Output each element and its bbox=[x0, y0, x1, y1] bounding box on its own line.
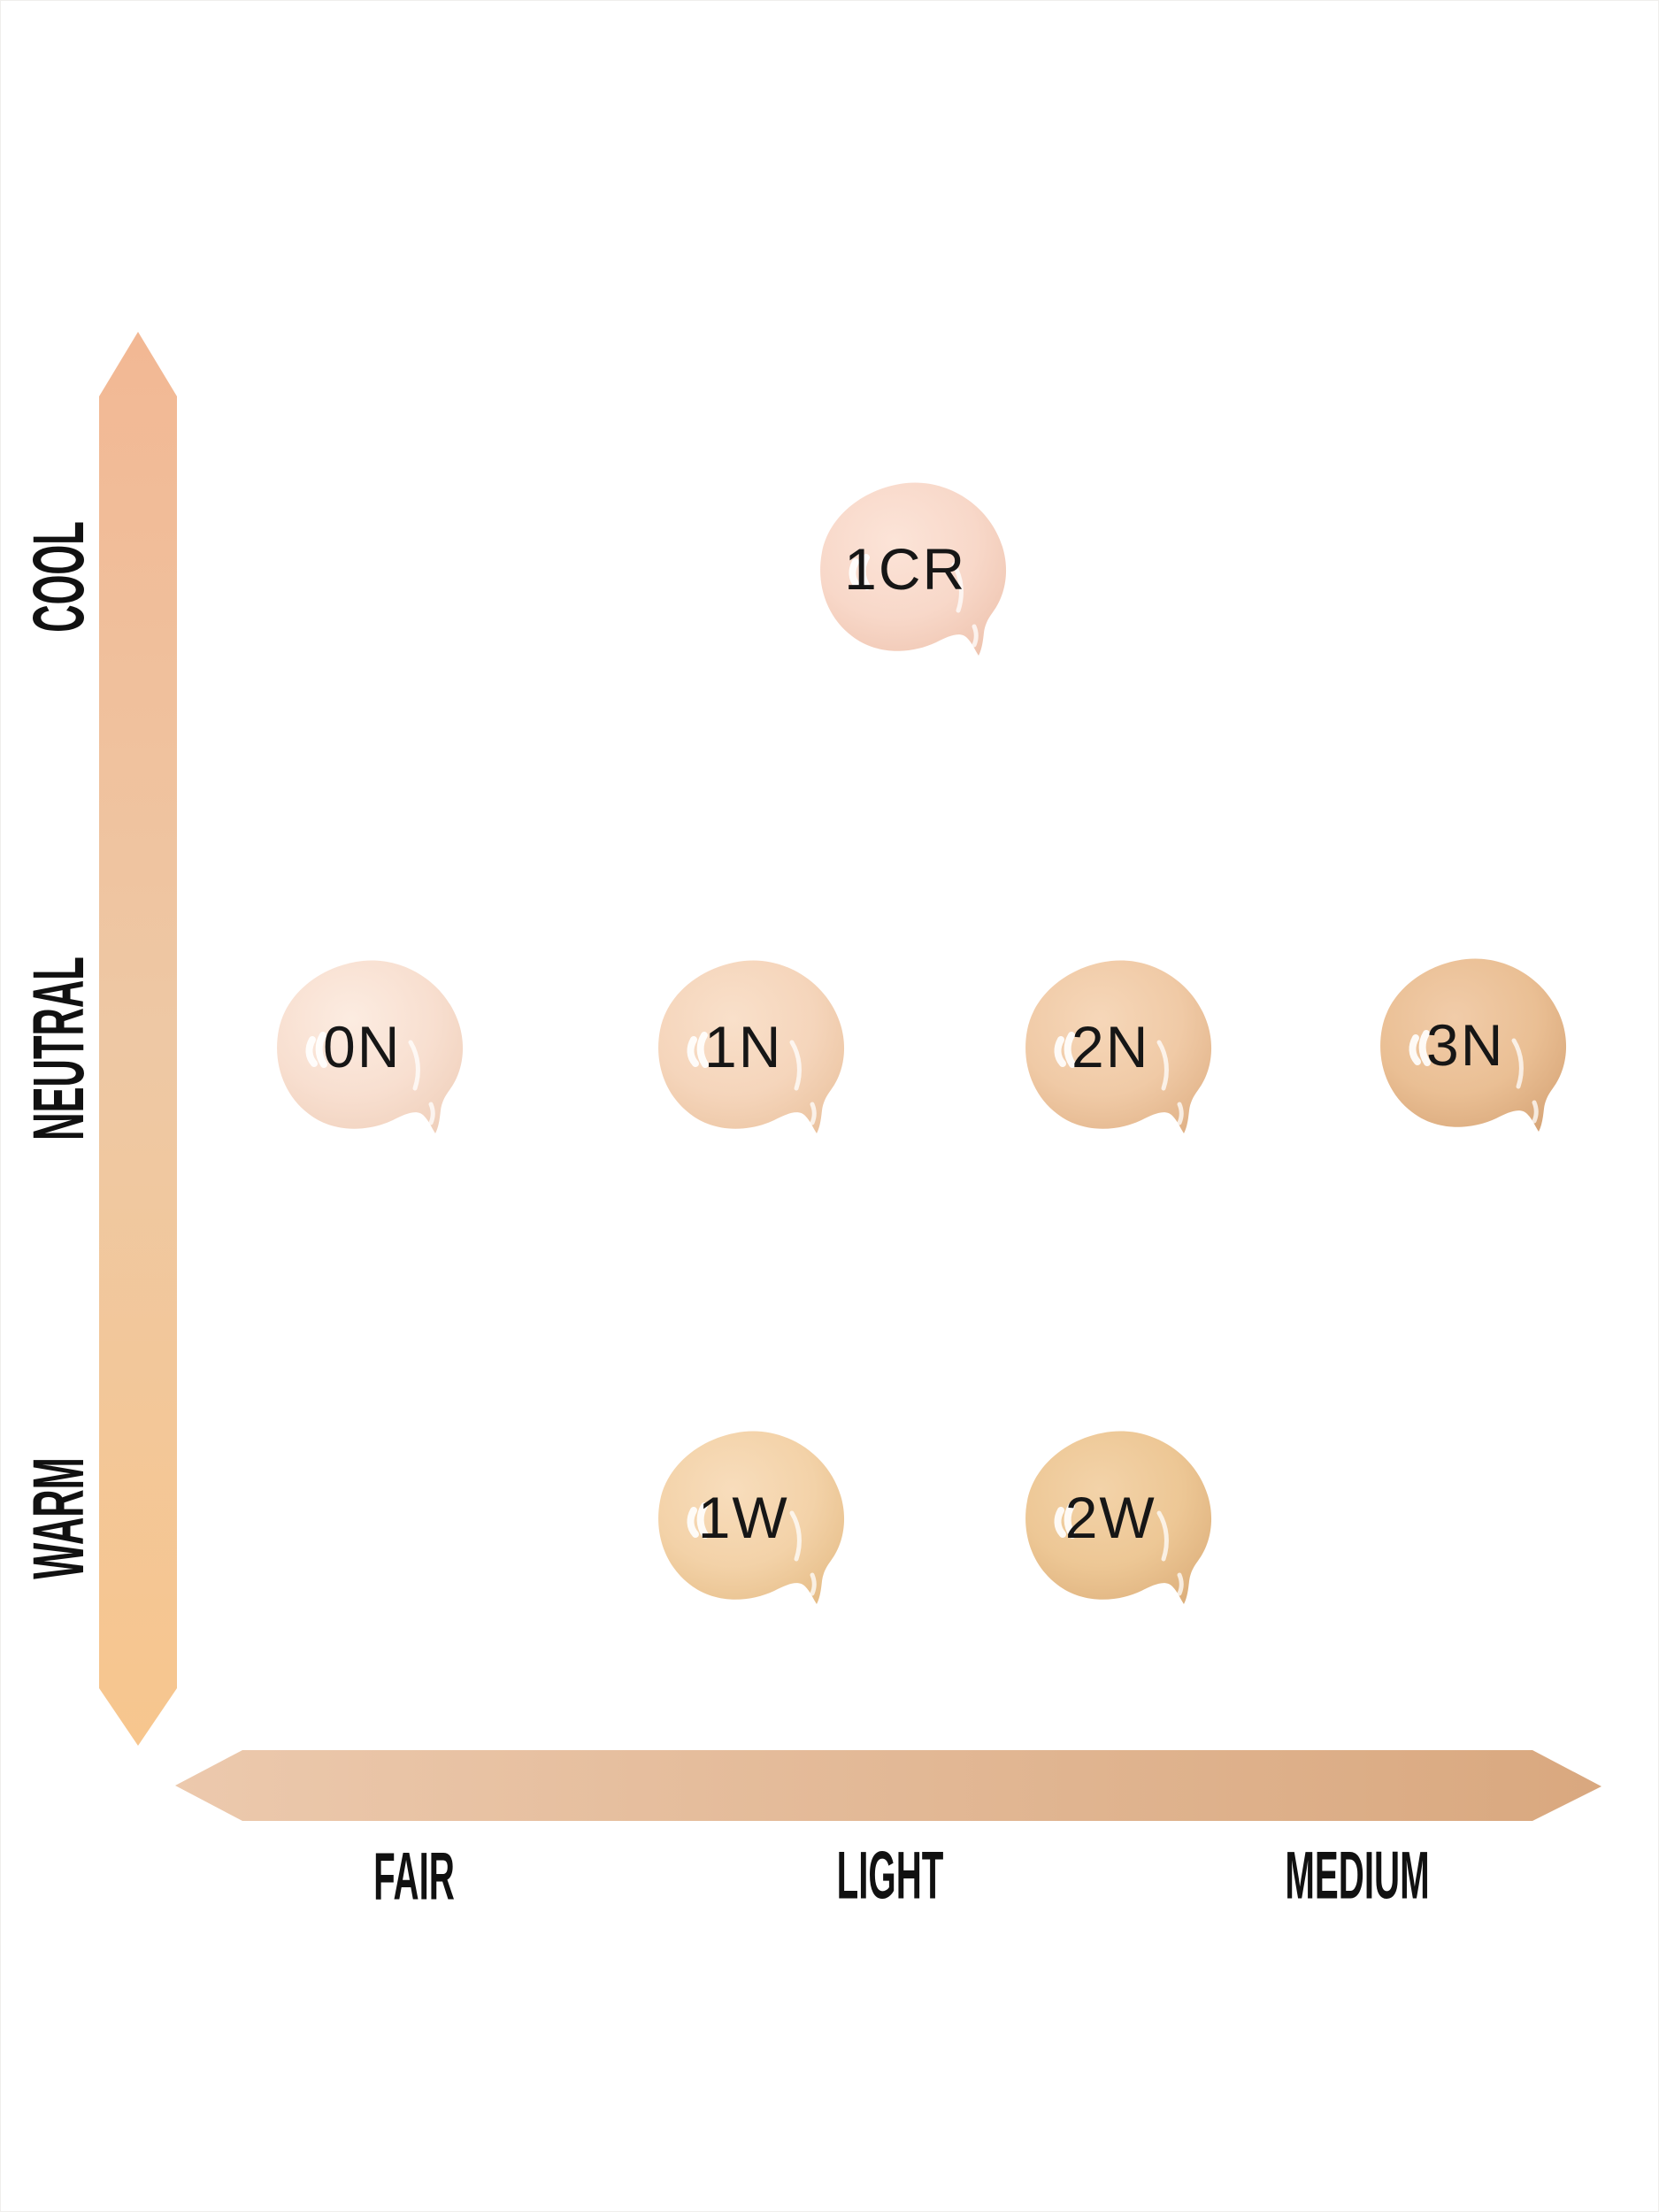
drop-label-3n: 3N bbox=[1426, 1012, 1505, 1079]
drop-label-1cr: 1CR bbox=[844, 536, 967, 603]
drop-blob-icon bbox=[1380, 958, 1567, 1132]
drop-shine-icon bbox=[858, 554, 871, 590]
drop-shine-icon bbox=[305, 1036, 318, 1067]
drop-blob-icon bbox=[1025, 960, 1212, 1133]
drop-label-1w: 1W bbox=[697, 1485, 789, 1551]
vertical-axis-arrow-shape bbox=[99, 332, 177, 1746]
shade-drop-1n: 1N bbox=[652, 956, 864, 1146]
drop-blob-shape bbox=[658, 960, 845, 1133]
axis-label-fair: FAIR bbox=[373, 1839, 455, 1915]
drop-blob-icon bbox=[1025, 1431, 1212, 1604]
drop-shine-icon bbox=[1054, 1507, 1066, 1538]
drop-blob-shape bbox=[1025, 1431, 1212, 1604]
axis-label-medium: MEDIUM bbox=[1285, 1838, 1430, 1914]
drop-shine-icon bbox=[428, 1102, 435, 1125]
drop-shine-icon bbox=[1511, 1038, 1524, 1089]
drop-shine-icon bbox=[1064, 1502, 1076, 1539]
axis-label-cool: COOL bbox=[19, 521, 99, 633]
drop-blob-shape bbox=[1025, 960, 1212, 1133]
drop-shine-icon bbox=[696, 1502, 709, 1539]
shade-drop-1w: 1W bbox=[652, 1426, 864, 1617]
shade-drop-1cr: 1CR bbox=[814, 478, 1026, 668]
drop-label-0n: 0N bbox=[323, 1014, 402, 1080]
axis-label-light: LIGHT bbox=[836, 1838, 944, 1914]
axis-label-neutral: NEUTRAL bbox=[19, 956, 99, 1141]
drop-shine-icon bbox=[1532, 1100, 1539, 1124]
drop-blob-shape bbox=[658, 1431, 845, 1604]
drop-shine-icon bbox=[408, 1040, 420, 1091]
drop-shine-icon bbox=[1418, 1030, 1431, 1066]
horizontal-axis-arrow-icon bbox=[175, 1750, 1601, 1821]
drop-label-2n: 2N bbox=[1071, 1014, 1150, 1080]
drop-blob-icon bbox=[820, 482, 1007, 656]
drop-shine-icon bbox=[687, 1507, 699, 1538]
drop-shine-icon bbox=[810, 1102, 817, 1125]
drop-blob-shape bbox=[1380, 958, 1567, 1132]
drop-label-1n: 1N bbox=[704, 1014, 783, 1080]
drop-shine-icon bbox=[849, 558, 861, 589]
shade-drop-3n: 3N bbox=[1374, 954, 1586, 1144]
drop-shine-icon bbox=[1177, 1102, 1184, 1125]
shade-drop-0n: 0N bbox=[271, 956, 483, 1146]
shade-drop-2n: 2N bbox=[1019, 956, 1232, 1146]
axis-label-warm: WARM bbox=[19, 1457, 99, 1579]
drop-shine-icon bbox=[1177, 1572, 1184, 1596]
drop-shine-icon bbox=[1156, 1040, 1169, 1091]
drop-shine-icon bbox=[810, 1572, 817, 1596]
drop-blob-icon bbox=[277, 960, 464, 1133]
drop-shine-icon bbox=[315, 1032, 327, 1068]
drop-shine-icon bbox=[789, 1510, 802, 1562]
drop-shine-icon bbox=[687, 1036, 699, 1067]
drop-shine-icon bbox=[1409, 1034, 1421, 1065]
drop-blob-shape bbox=[277, 960, 464, 1133]
drop-shine-icon bbox=[972, 624, 979, 648]
shade-drop-2w: 2W bbox=[1019, 1426, 1232, 1617]
drop-shine-icon bbox=[1064, 1032, 1076, 1068]
horizontal-axis-arrow-shape bbox=[175, 1750, 1601, 1821]
drop-shine-icon bbox=[696, 1032, 709, 1068]
drop-shine-icon bbox=[951, 562, 964, 613]
drop-shine-icon bbox=[1054, 1036, 1066, 1067]
drop-blob-icon bbox=[658, 960, 845, 1133]
vertical-axis-arrow-icon bbox=[99, 332, 177, 1746]
drop-blob-shape bbox=[820, 482, 1007, 656]
drop-label-2w: 2W bbox=[1064, 1485, 1156, 1551]
drop-shine-icon bbox=[789, 1040, 802, 1091]
drop-shine-icon bbox=[1156, 1510, 1169, 1562]
drop-blob-icon bbox=[658, 1431, 845, 1604]
